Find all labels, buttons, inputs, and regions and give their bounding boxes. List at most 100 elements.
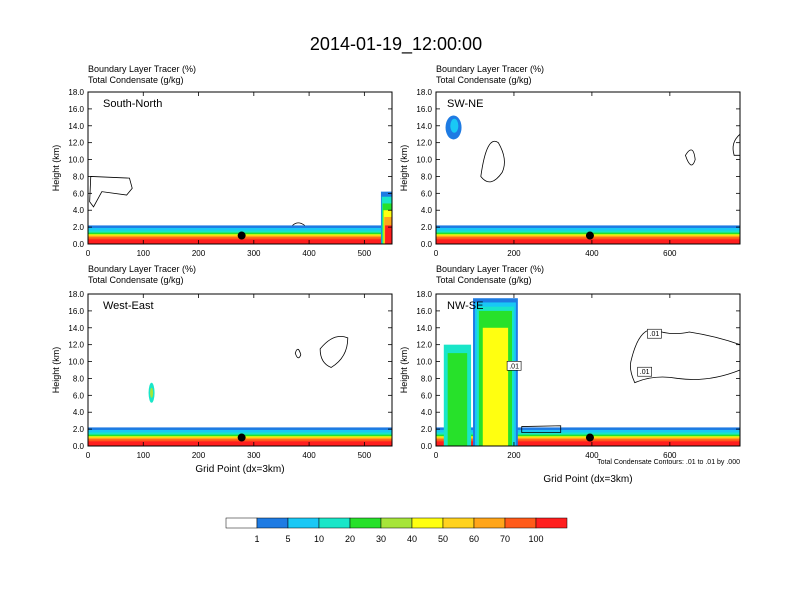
colorbar-cell	[256, 517, 289, 529]
y-axis-label: Height (km)	[399, 347, 409, 394]
panel-south-north: Boundary Layer Tracer (%) Total Condensa…	[51, 64, 393, 258]
y-tick-label: 12.0	[416, 139, 432, 148]
panel-label: West-East	[103, 300, 154, 312]
contour-label: .01	[650, 331, 660, 338]
y-tick-label: 16.0	[416, 307, 432, 316]
location-marker	[237, 231, 246, 240]
condensate-contour	[521, 425, 562, 433]
colorbar-label: 60	[469, 534, 479, 544]
plot-background	[88, 294, 392, 446]
y-ticks: 0.0 2.0 4.0 6.0 8.0 10.0 12.0 14.0 16.0 18.0	[416, 290, 740, 451]
panel-marks	[435, 91, 741, 245]
colorbar-cell	[411, 517, 444, 529]
colorbar-cell	[318, 517, 351, 529]
x-tick-label: 200	[192, 451, 206, 460]
y-tick-label: 8.0	[421, 374, 433, 383]
y-tick-label: 8.0	[421, 172, 433, 181]
plot-frame	[435, 293, 741, 447]
x-tick-label: 200	[507, 249, 521, 258]
x-tick-label: 300	[247, 451, 261, 460]
y-axis-label: Height (km)	[399, 145, 409, 192]
anvil-band	[447, 353, 468, 446]
panel-title-line-1: Boundary Layer Tracer (%)	[88, 64, 196, 74]
panel-title-line-1: Boundary Layer Tracer (%)	[436, 264, 544, 274]
tracer-band-8	[88, 441, 392, 446]
contour-label-box	[637, 366, 652, 377]
tracer-band-8	[88, 239, 392, 244]
y-tick-label: 0.0	[73, 442, 85, 451]
condensate-contour	[294, 348, 302, 359]
colorbar-label: 5	[285, 534, 290, 544]
colorbar-cell	[225, 517, 258, 529]
colorbar-label: 10	[314, 534, 324, 544]
figure-title: 2014-01-19_12:00:00	[310, 34, 482, 55]
panel-plot-area	[88, 92, 392, 244]
y-tick-label: 12.0	[416, 341, 432, 350]
y-tick-label: 0.0	[421, 240, 433, 249]
y-tick-label: 18.0	[416, 290, 432, 299]
y-ticks: 0.0 2.0 4.0 6.0 8.0 10.0 12.0 14.0 16.0 18.0	[68, 88, 392, 249]
location-marker	[585, 433, 594, 442]
y-tick-label: 18.0	[68, 290, 84, 299]
y-tick-label: 8.0	[73, 172, 85, 181]
contour-label: .01	[509, 363, 519, 370]
y-tick-label: 4.0	[73, 206, 85, 215]
x-tick-label: 400	[302, 451, 316, 460]
panel-marks	[87, 293, 393, 447]
y-axis-label: Height (km)	[51, 347, 61, 394]
y-tick-label: 14.0	[68, 122, 84, 131]
panel-plot-area	[88, 294, 392, 446]
x-tick-label: 0	[86, 249, 91, 258]
y-tick-label: 4.0	[73, 408, 85, 417]
location-marker	[237, 433, 246, 442]
condensate-contour	[89, 176, 133, 208]
x-tick-label: 400	[302, 249, 316, 258]
y-tick-label: 10.0	[416, 358, 432, 367]
colorbar-cell	[349, 517, 382, 529]
y-tick-label: 6.0	[73, 391, 85, 400]
panel-west-east: Boundary Layer Tracer (%) Total Condensa…	[51, 264, 393, 475]
colorbar-label: 1	[254, 534, 259, 544]
x-tick-label: 500	[358, 451, 372, 460]
x-tick-label: 600	[663, 249, 677, 258]
y-tick-label: 14.0	[416, 122, 432, 131]
location-marker	[585, 231, 594, 240]
colorbar-label: 20	[345, 534, 355, 544]
y-tick-label: 14.0	[68, 324, 84, 333]
y-ticks: 0.0 2.0 4.0 6.0 8.0 10.0 12.0 14.0 16.0 18.0	[416, 88, 740, 249]
panel-title-line-1: Boundary Layer Tracer (%)	[436, 64, 544, 74]
panel-plot-area	[436, 92, 740, 244]
y-tick-label: 4.0	[421, 408, 433, 417]
y-tick-label: 16.0	[68, 105, 84, 114]
y-tick-label: 2.0	[73, 425, 85, 434]
x-tick-label: 0	[434, 451, 439, 460]
colorbar-cell	[380, 517, 413, 529]
y-tick-label: 10.0	[68, 156, 84, 165]
contour-label-box	[506, 361, 522, 371]
panel-title-line-2: Total Condensate (g/kg)	[436, 75, 532, 85]
colorbar-cell	[287, 517, 320, 529]
x-ticks: 0 100 200 300 400 500	[86, 92, 372, 258]
y-tick-label: 2.0	[421, 223, 433, 232]
colorbar-cell	[535, 517, 568, 529]
tracer-band-8	[436, 441, 740, 446]
y-tick-label: 0.0	[421, 442, 433, 451]
y-tick-label: 10.0	[416, 156, 432, 165]
plot-frame	[435, 91, 741, 245]
plot-background	[88, 92, 392, 244]
y-tick-label: 12.0	[68, 139, 84, 148]
y-tick-label: 16.0	[416, 105, 432, 114]
panel-plot-area	[436, 294, 740, 446]
colorbar-label: 100	[528, 534, 543, 544]
y-tick-label: 6.0	[421, 189, 433, 198]
colorbar: 1 5 10 20 30 40 50 60 70 100	[225, 517, 568, 544]
y-tick-label: 14.0	[416, 324, 432, 333]
contour-footnote: Total Condensate Contours: .01 to .01 by…	[597, 459, 740, 466]
colorbar-cell	[473, 517, 506, 529]
x-tick-label: 200	[507, 451, 521, 460]
x-tick-label: 200	[192, 249, 206, 258]
condensate-contour	[480, 140, 505, 183]
x-tick-label: 100	[137, 451, 151, 460]
plot-frame	[87, 91, 393, 245]
